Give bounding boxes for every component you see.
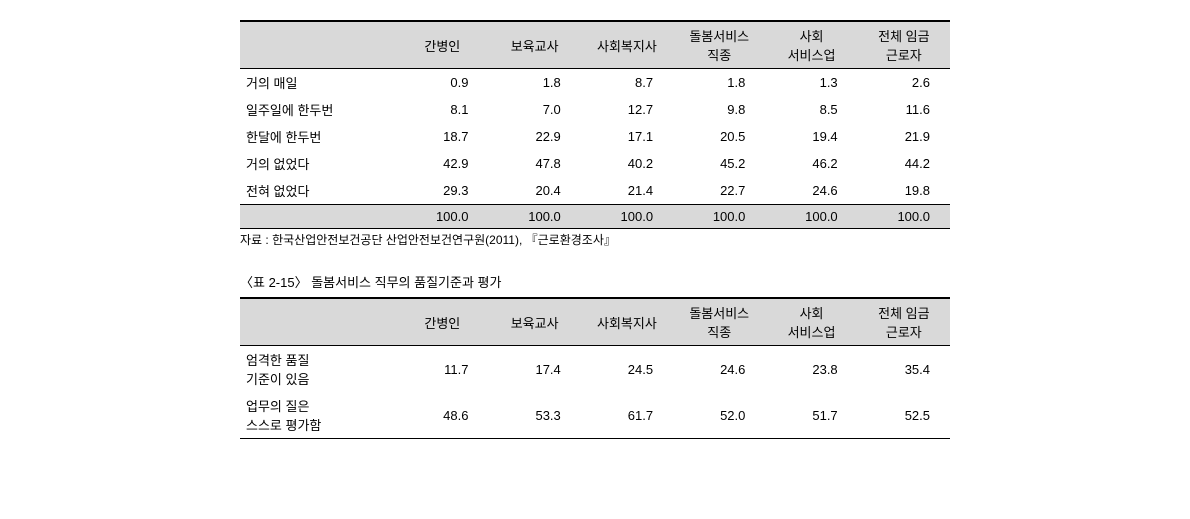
total-row: 100.0 100.0 100.0 100.0 100.0 100.0 [240, 205, 950, 229]
cell: 42.9 [396, 150, 488, 177]
cell: 22.7 [673, 177, 765, 205]
cell: 100.0 [396, 205, 488, 229]
row-label: 전혀 없었다 [240, 177, 396, 205]
cell: 24.6 [765, 177, 857, 205]
header-col: 보육교사 [488, 21, 580, 69]
cell: 52.5 [858, 392, 950, 439]
cell: 23.8 [765, 346, 857, 393]
row-label: 한달에 한두번 [240, 123, 396, 150]
row-label: 거의 없었다 [240, 150, 396, 177]
row-label: 일주일에 한두번 [240, 96, 396, 123]
header-col: 돌봄서비스 직종 [673, 298, 765, 346]
quality-table: 간병인 보육교사 사회복지사 돌봄서비스 직종 사회 서비스업 전체 임금 근로… [240, 297, 950, 439]
cell: 20.4 [488, 177, 580, 205]
cell: 29.3 [396, 177, 488, 205]
table-row: 일주일에 한두번 8.1 7.0 12.7 9.8 8.5 11.6 [240, 96, 950, 123]
cell: 21.4 [581, 177, 673, 205]
row-label: 업무의 질은 스스로 평가함 [240, 392, 396, 439]
cell: 100.0 [673, 205, 765, 229]
cell: 24.6 [673, 346, 765, 393]
cell: 11.6 [858, 96, 950, 123]
cell: 35.4 [858, 346, 950, 393]
header-col: 사회 서비스업 [765, 21, 857, 69]
table-row: 거의 매일 0.9 1.8 8.7 1.8 1.3 2.6 [240, 69, 950, 97]
header-col: 간병인 [396, 21, 488, 69]
cell: 17.1 [581, 123, 673, 150]
cell: 51.7 [765, 392, 857, 439]
source-text: 자료 : 한국산업안전보건공단 산업안전보건연구원(2011), 『근로환경조사… [240, 231, 950, 248]
cell: 100.0 [581, 205, 673, 229]
header-col: 사회복지사 [581, 21, 673, 69]
header-col: 전체 임금 근로자 [858, 298, 950, 346]
header-col: 전체 임금 근로자 [858, 21, 950, 69]
table-row: 전혀 없었다 29.3 20.4 21.4 22.7 24.6 19.8 [240, 177, 950, 205]
cell: 46.2 [765, 150, 857, 177]
cell: 22.9 [488, 123, 580, 150]
cell: 47.8 [488, 150, 580, 177]
header-col: 보육교사 [488, 298, 580, 346]
frequency-table: 간병인 보육교사 사회복지사 돌봄서비스 직종 사회 서비스업 전체 임금 근로… [240, 20, 950, 229]
table-caption: 〈표 2-15〉 돌봄서비스 직무의 품질기준과 평가 [240, 272, 950, 291]
cell: 7.0 [488, 96, 580, 123]
header-blank [240, 298, 396, 346]
cell: 8.7 [581, 69, 673, 97]
header-col: 사회 서비스업 [765, 298, 857, 346]
cell: 1.3 [765, 69, 857, 97]
table-header-row: 간병인 보육교사 사회복지사 돌봄서비스 직종 사회 서비스업 전체 임금 근로… [240, 298, 950, 346]
cell: 19.8 [858, 177, 950, 205]
cell: 52.0 [673, 392, 765, 439]
cell: 9.8 [673, 96, 765, 123]
cell: 100.0 [488, 205, 580, 229]
header-col: 간병인 [396, 298, 488, 346]
cell: 8.5 [765, 96, 857, 123]
table-row: 엄격한 품질 기준이 있음 11.7 17.4 24.5 24.6 23.8 3… [240, 346, 950, 393]
row-label: 엄격한 품질 기준이 있음 [240, 346, 396, 393]
header-col: 돌봄서비스 직종 [673, 21, 765, 69]
table-header-row: 간병인 보육교사 사회복지사 돌봄서비스 직종 사회 서비스업 전체 임금 근로… [240, 21, 950, 69]
cell: 20.5 [673, 123, 765, 150]
cell: 8.1 [396, 96, 488, 123]
cell: 44.2 [858, 150, 950, 177]
cell: 0.9 [396, 69, 488, 97]
cell: 48.6 [396, 392, 488, 439]
cell: 19.4 [765, 123, 857, 150]
header-blank [240, 21, 396, 69]
cell: 100.0 [858, 205, 950, 229]
cell: 45.2 [673, 150, 765, 177]
row-label: 거의 매일 [240, 69, 396, 97]
table-row: 거의 없었다 42.9 47.8 40.2 45.2 46.2 44.2 [240, 150, 950, 177]
cell: 1.8 [673, 69, 765, 97]
cell: 21.9 [858, 123, 950, 150]
cell: 100.0 [765, 205, 857, 229]
table-row: 업무의 질은 스스로 평가함 48.6 53.3 61.7 52.0 51.7 … [240, 392, 950, 439]
cell: 18.7 [396, 123, 488, 150]
row-label [240, 205, 396, 229]
cell: 11.7 [396, 346, 488, 393]
cell: 40.2 [581, 150, 673, 177]
cell: 24.5 [581, 346, 673, 393]
cell: 61.7 [581, 392, 673, 439]
cell: 12.7 [581, 96, 673, 123]
cell: 53.3 [488, 392, 580, 439]
cell: 17.4 [488, 346, 580, 393]
header-col: 사회복지사 [581, 298, 673, 346]
cell: 2.6 [858, 69, 950, 97]
cell: 1.8 [488, 69, 580, 97]
table-row: 한달에 한두번 18.7 22.9 17.1 20.5 19.4 21.9 [240, 123, 950, 150]
